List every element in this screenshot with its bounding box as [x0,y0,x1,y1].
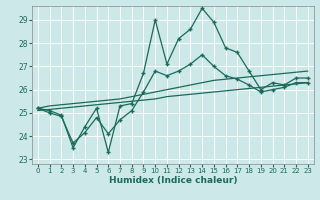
X-axis label: Humidex (Indice chaleur): Humidex (Indice chaleur) [108,176,237,185]
